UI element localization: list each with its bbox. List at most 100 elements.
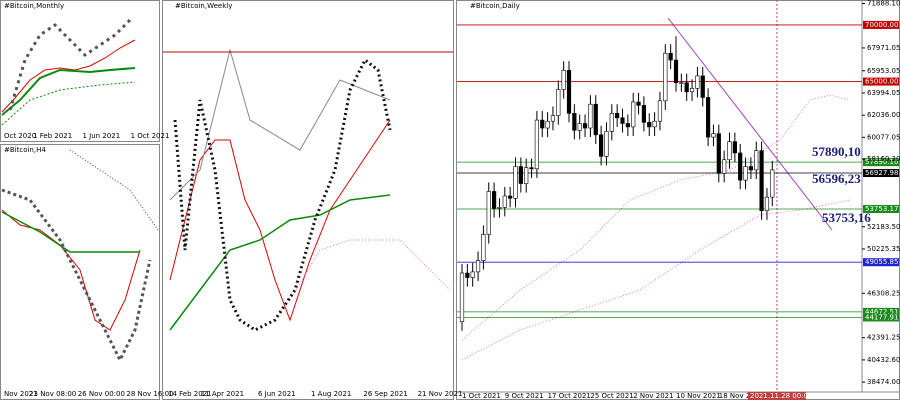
candle-body: [764, 196, 770, 212]
cursor-label: 2021.11.28 00:00: [750, 392, 812, 400]
candle-body: [566, 69, 572, 114]
candle-body: [631, 101, 636, 128]
candle-body: [518, 166, 523, 184]
candle-body: [732, 141, 737, 154]
y-tick-label: 63994.05: [867, 89, 900, 97]
candle-body: [663, 52, 668, 102]
candle-body: [572, 112, 577, 131]
candle-body: [470, 271, 475, 278]
candle-body: [652, 120, 657, 128]
candle-body: [550, 115, 556, 122]
candle-body: [647, 122, 652, 128]
level-label: 49055.85: [865, 258, 898, 266]
candle-body: [759, 150, 764, 212]
x-label: 21 Nov 2021: [418, 390, 463, 398]
panel-title: #Bitcoin,Daily: [470, 2, 520, 10]
y-tick-label: 58160.30: [867, 155, 900, 163]
candle-body: [738, 152, 743, 181]
candle-body: [491, 191, 497, 209]
x-label: 6 Jun 2021: [258, 390, 296, 398]
candle-body: [486, 191, 491, 235]
level-label: 53753.17: [865, 205, 898, 213]
x-label: 9 Oct 2021: [505, 392, 544, 400]
candle-body: [700, 75, 705, 98]
x-label: 2 Nov 2021: [633, 392, 673, 400]
y-tick-label: 60077.05: [867, 133, 900, 141]
x-label: 10 Nov 2021: [676, 392, 721, 400]
x-label: 14 Feb 2021: [168, 390, 212, 398]
x-label: 28 Nov 16:00: [126, 390, 173, 398]
candle-body: [459, 272, 465, 323]
x-label: 1 Oct 2021: [131, 132, 170, 140]
candle-body: [748, 166, 753, 171]
daily-chart: 70000.00 65000.00 57890.10 56927.98 53753.17…: [457, 20, 899, 331]
level-label: 65000.00: [865, 78, 898, 86]
candle-body: [743, 166, 748, 181]
candle-body: [770, 169, 775, 198]
x-label: 25 Oct 2021: [590, 392, 633, 400]
y-tick-label: 71888.10: [867, 0, 900, 8]
level-tag: [863, 258, 899, 267]
x-label: 18 Nov 2021: [719, 392, 764, 400]
panel-title: #Bitcoin,H4: [4, 146, 46, 154]
candle-body: [465, 272, 470, 278]
level-tag: [863, 20, 899, 29]
candle-body: [593, 103, 598, 136]
x-label: 17 Oct 2021: [548, 392, 591, 400]
monthly-frame: [0, 0, 160, 142]
candle-body: [609, 112, 614, 132]
candle-body: [668, 52, 673, 61]
x-label: 1 Oct 2021: [462, 392, 501, 400]
x-label: Oct 2020: [4, 132, 36, 140]
y-tick-label: 42391.25: [867, 334, 900, 342]
level-tag: [863, 158, 899, 167]
candle-body: [657, 100, 663, 122]
candle-body: [577, 123, 582, 131]
candle-body: [620, 117, 625, 124]
candle-body: [598, 134, 604, 157]
level-label: 44672.51: [865, 308, 898, 316]
cursor-tag: [748, 392, 806, 400]
annotation: 57890,10: [812, 144, 861, 159]
candle-body: [475, 260, 481, 273]
level-label: 70000.00: [865, 21, 898, 29]
level-tag: [863, 307, 899, 316]
x-label: 1 Jun 2021: [83, 132, 121, 140]
x-label: 26 Sep 2021: [363, 390, 407, 398]
candle-body: [561, 69, 566, 90]
panel-title: #Bitcoin,Weekly: [175, 2, 232, 10]
x-label: 1 Aug 2021: [311, 390, 351, 398]
candle-body: [684, 82, 689, 93]
x-label: 11 Apr 2021: [201, 390, 244, 398]
y-tick-label: 40432.60: [867, 356, 900, 364]
weekly-sketch: [163, 48, 453, 332]
candle-body: [540, 119, 545, 129]
candle-body: [556, 89, 561, 116]
candle-body: [705, 97, 711, 138]
y-tick-label: 46308.25: [867, 289, 900, 297]
candle-body: [716, 133, 721, 174]
h4-sketch: [1, 149, 159, 364]
candle-body: [545, 120, 550, 129]
candle-body: [641, 105, 646, 123]
level-tag: [863, 169, 899, 178]
candle-body: [615, 112, 620, 119]
candle-body: [711, 133, 716, 138]
candle-body: [502, 195, 507, 208]
candle-body: [582, 123, 588, 129]
candle-body: [695, 75, 700, 89]
y-tick-label: 52183.50: [867, 223, 900, 231]
x-label: 1 Feb 2021: [33, 132, 72, 140]
daily-cloud: [461, 0, 851, 392]
candle-body: [722, 159, 727, 174]
level-label: 57890.10: [865, 158, 898, 166]
candle-body: [497, 207, 502, 209]
candle-body: [513, 166, 518, 199]
trend-line: [667, 17, 833, 231]
x-label: 23 Nov 08:00: [29, 390, 76, 398]
candle-body: [529, 167, 534, 170]
y-tick-label: 65953.05: [867, 67, 900, 75]
candle-body: [534, 119, 539, 170]
